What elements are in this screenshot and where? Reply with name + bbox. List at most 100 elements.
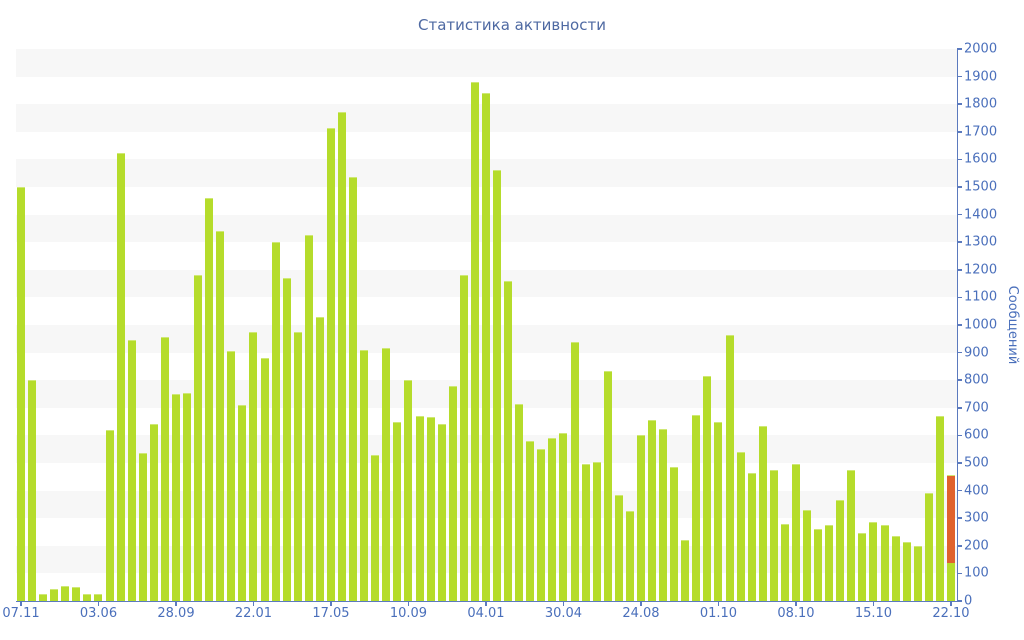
- bar[interactable]: [271, 242, 280, 601]
- bar[interactable]: [28, 380, 37, 601]
- bar[interactable]: [791, 464, 800, 601]
- bar[interactable]: [836, 500, 845, 601]
- bar[interactable]: [371, 454, 380, 601]
- bar[interactable]: [304, 235, 313, 601]
- bar[interactable]: [614, 494, 623, 601]
- bar[interactable]: [570, 341, 579, 601]
- bar[interactable]: [194, 275, 203, 601]
- bar[interactable]: [670, 467, 679, 601]
- bar[interactable]: [858, 533, 867, 601]
- bar[interactable]: [72, 587, 81, 601]
- x-tick-label: 22.10: [932, 606, 970, 621]
- y-tick: [957, 351, 962, 354]
- bar[interactable]: [636, 435, 645, 601]
- bar[interactable]: [648, 420, 657, 601]
- plot-area: [16, 49, 957, 601]
- bar[interactable]: [714, 421, 723, 601]
- bar[interactable]: [559, 432, 568, 601]
- bar[interactable]: [415, 416, 424, 601]
- bar[interactable]: [891, 536, 900, 601]
- bar[interactable]: [249, 331, 258, 601]
- bar[interactable]: [205, 198, 214, 601]
- bar[interactable]: [847, 469, 856, 601]
- bar[interactable]: [493, 170, 502, 601]
- bar[interactable]: [470, 82, 479, 601]
- bar[interactable]: [393, 421, 402, 601]
- bar[interactable]: [50, 588, 59, 601]
- bar[interactable]: [481, 93, 490, 601]
- bar[interactable]: [504, 280, 513, 601]
- bar-current-period[interactable]: [946, 475, 955, 601]
- bar[interactable]: [581, 464, 590, 601]
- y-tick-label: 1800: [964, 96, 998, 112]
- bar[interactable]: [260, 358, 269, 601]
- bar[interactable]: [603, 370, 612, 601]
- bar[interactable]: [803, 509, 811, 601]
- bar[interactable]: [747, 472, 756, 601]
- bar[interactable]: [526, 440, 535, 601]
- bar[interactable]: [138, 453, 147, 601]
- y-tick-label: 1000: [964, 317, 998, 333]
- bar[interactable]: [216, 231, 225, 601]
- bar[interactable]: [149, 424, 158, 601]
- bar[interactable]: [459, 275, 468, 601]
- bar[interactable]: [349, 177, 358, 601]
- bar[interactable]: [338, 112, 347, 601]
- bar[interactable]: [692, 414, 701, 601]
- bar[interactable]: [537, 449, 546, 601]
- bar[interactable]: [160, 337, 169, 601]
- bar[interactable]: [869, 522, 878, 601]
- y-tick: [957, 545, 962, 547]
- bar[interactable]: [448, 385, 457, 601]
- bar[interactable]: [17, 187, 25, 601]
- bar[interactable]: [293, 331, 302, 601]
- bar[interactable]: [935, 416, 944, 601]
- bar[interactable]: [94, 594, 103, 601]
- bar[interactable]: [814, 529, 823, 601]
- x-tick-label: 01.10: [699, 606, 738, 621]
- bar[interactable]: [116, 152, 125, 601]
- bar[interactable]: [769, 469, 778, 601]
- bar[interactable]: [315, 316, 324, 601]
- bar[interactable]: [681, 540, 690, 601]
- bar[interactable]: [171, 394, 180, 601]
- bar[interactable]: [326, 127, 335, 601]
- bar[interactable]: [548, 438, 557, 601]
- bar[interactable]: [437, 424, 446, 601]
- x-tick: [407, 602, 410, 606]
- y-tick-label: 1400: [964, 207, 998, 223]
- bar[interactable]: [625, 511, 634, 601]
- bar[interactable]: [39, 594, 48, 601]
- bar[interactable]: [880, 525, 889, 601]
- bar[interactable]: [83, 594, 92, 601]
- bar[interactable]: [61, 585, 70, 601]
- bar[interactable]: [426, 417, 435, 601]
- bar[interactable]: [360, 349, 369, 601]
- bar[interactable]: [902, 541, 911, 601]
- bar[interactable]: [736, 451, 745, 601]
- bar[interactable]: [238, 405, 247, 601]
- bar[interactable]: [404, 380, 413, 601]
- bar[interactable]: [913, 545, 922, 601]
- bar[interactable]: [780, 523, 789, 601]
- y-tick: [957, 407, 962, 409]
- bar[interactable]: [659, 428, 668, 601]
- bar[interactable]: [515, 403, 524, 601]
- x-tick: [795, 602, 797, 606]
- bar[interactable]: [105, 429, 114, 601]
- x-tick-label: 04.01: [467, 606, 505, 621]
- y-tick-label: 0: [964, 593, 973, 609]
- bar[interactable]: [127, 340, 136, 601]
- bar[interactable]: [592, 461, 601, 601]
- bar[interactable]: [227, 351, 236, 601]
- x-tick: [562, 602, 565, 606]
- bar[interactable]: [825, 525, 834, 601]
- bar[interactable]: [725, 334, 734, 601]
- bar[interactable]: [703, 376, 712, 601]
- bar[interactable]: [183, 392, 192, 601]
- y-tick-label: 600: [964, 427, 989, 443]
- bar[interactable]: [282, 278, 291, 601]
- bar[interactable]: [382, 348, 391, 601]
- bar[interactable]: [924, 493, 933, 601]
- bar[interactable]: [758, 425, 767, 601]
